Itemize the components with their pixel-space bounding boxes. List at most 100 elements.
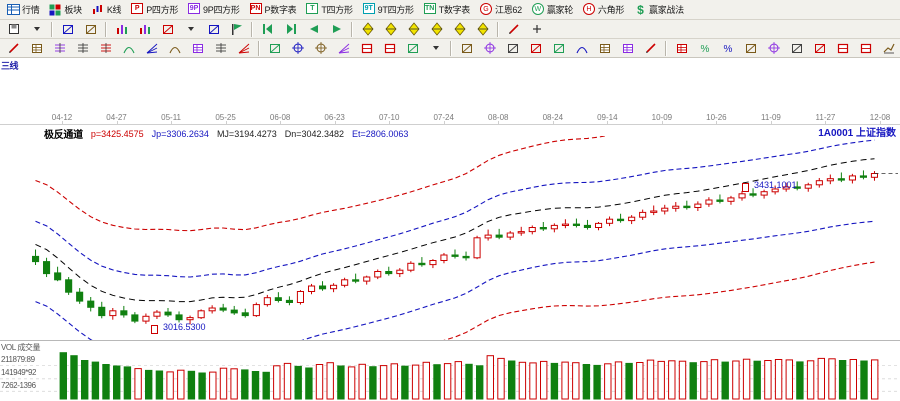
bracket-icon[interactable] — [456, 39, 477, 57]
dropdown-arrow2-icon[interactable] — [180, 20, 201, 38]
zoom-diamond3-icon[interactable] — [403, 20, 424, 38]
wave-icon[interactable] — [571, 39, 592, 57]
box2-red-icon[interactable] — [379, 39, 400, 57]
yellow-box-icon[interactable] — [855, 39, 876, 57]
gann-grid-icon[interactable] — [187, 39, 208, 57]
curve-icon[interactable] — [118, 39, 139, 57]
lock-icon[interactable] — [525, 39, 546, 57]
p9-square-button[interactable]: 9P 9P四方形 — [184, 0, 244, 19]
t9-square-button[interactable]: 9T 9T四方形 — [359, 0, 418, 19]
date-tick: 04-12 — [51, 113, 73, 122]
table-icon[interactable] — [594, 39, 615, 57]
multi-chart-icon[interactable] — [57, 20, 78, 38]
prev-page-icon[interactable] — [303, 20, 324, 38]
volume-bar — [721, 361, 729, 400]
p-table-button[interactable]: PN P数字表 — [246, 0, 301, 19]
arrow-line-icon[interactable] — [425, 39, 446, 57]
date-axis: 04-12 04-27 05-11 05-25 06-08 06-23 07-10 07-24… — [0, 113, 900, 125]
network-icon[interactable] — [203, 20, 224, 38]
asterisk-icon[interactable] — [310, 39, 331, 57]
volume-scale-label: 141949*92 — [1, 368, 37, 377]
zoom-diamond4-icon[interactable] — [426, 20, 447, 38]
zoom-diamond2-icon[interactable] — [380, 20, 401, 38]
first-page-icon[interactable] — [257, 20, 278, 38]
zoom-diamond1-icon[interactable] — [357, 20, 378, 38]
flag-icon[interactable] — [226, 20, 247, 38]
price-pane[interactable]: 3431.1001 3016.5300 — [0, 136, 900, 394]
bar-up-icon[interactable] — [111, 20, 132, 38]
t-square-button[interactable]: T T四方形 — [302, 0, 356, 19]
date-tick: 05-11 — [161, 113, 181, 122]
percent-red-icon[interactable]: % — [694, 39, 715, 57]
t-table-button[interactable]: TN T数字表 — [420, 0, 474, 19]
dropdown-arrow-icon[interactable] — [26, 20, 47, 38]
eraser-icon[interactable] — [548, 39, 569, 57]
sector-button[interactable]: 板块 — [45, 0, 85, 19]
red-box-icon[interactable] — [832, 39, 853, 57]
candlestick — [462, 251, 470, 261]
zoom-diamond5-icon[interactable] — [449, 20, 470, 38]
plus-icon[interactable] — [526, 20, 547, 38]
fib-down-icon[interactable] — [72, 39, 93, 57]
volume-bar — [166, 371, 174, 400]
toolbar-separator — [497, 21, 499, 37]
price-marker-label: 3431.1001 — [754, 180, 797, 190]
winner-strategy-button[interactable]: $ 赢家战法 — [630, 0, 688, 19]
indicator-param-4: Et=2806.0063 — [352, 128, 409, 139]
next-page-icon[interactable] — [326, 20, 347, 38]
date-tick-mark — [116, 121, 118, 124]
volume-bar — [411, 364, 420, 400]
kline-button[interactable]: K线 — [88, 0, 125, 19]
magnet-icon[interactable] — [809, 39, 830, 57]
sector-button-label: 板块 — [64, 5, 82, 15]
fib-up-icon[interactable] — [49, 39, 70, 57]
three-line-tab[interactable]: 三线 — [1, 60, 19, 71]
t9-square-button-label: 9T四方形 — [377, 5, 414, 15]
speed-lines-icon[interactable] — [210, 39, 231, 57]
star-icon[interactable] — [287, 39, 308, 57]
volume-bar — [102, 364, 110, 400]
main-toolbar: 行情 板块 K线 P P四方形 9P 9P四方形 PN P数字表 T T四方形 9T 9T四方形 TN T数… — [0, 0, 900, 20]
list2-icon[interactable] — [671, 39, 692, 57]
glasses-icon[interactable] — [264, 39, 285, 57]
date-tick: 04-27 — [106, 113, 127, 122]
mid-band-line — [35, 158, 875, 303]
channel-icon[interactable] — [95, 39, 116, 57]
save-icon[interactable] — [3, 20, 24, 38]
split-left-icon[interactable] — [80, 20, 101, 38]
draw-tool-icon[interactable] — [503, 20, 524, 38]
volume-bar — [657, 360, 665, 400]
zoom-diamond6-icon[interactable] — [472, 20, 493, 38]
wintrack-button[interactable]: W 赢家轮 — [528, 0, 577, 19]
edit-icon[interactable] — [640, 39, 661, 57]
trend-up-icon[interactable] — [878, 39, 899, 57]
volume-pane[interactable]: VOL 成交量 211879:89 141949*92 7262-1396 — [0, 340, 900, 401]
align-icon[interactable] — [740, 39, 761, 57]
percent-icon[interactable]: % — [717, 39, 738, 57]
circle-win-icon: W — [531, 3, 545, 16]
list-icon[interactable] — [617, 39, 638, 57]
angle-icon[interactable] — [233, 39, 254, 57]
camera-icon[interactable] — [502, 39, 523, 57]
target-icon[interactable] — [763, 39, 784, 57]
bar-down-icon[interactable] — [134, 20, 155, 38]
volume-bar — [454, 361, 463, 400]
sun-icon[interactable] — [479, 39, 500, 57]
box-red-icon[interactable] — [356, 39, 377, 57]
scale-icon[interactable] — [786, 39, 807, 57]
cursor-cross-icon[interactable] — [157, 20, 178, 38]
last-page-icon[interactable] — [280, 20, 301, 38]
volume-bar — [433, 364, 441, 400]
p-square-button[interactable]: P P四方形 — [127, 0, 182, 19]
pen-icon[interactable] — [3, 39, 24, 57]
jiangenbo-button[interactable]: G 江恩62 — [476, 0, 526, 19]
grid-lines-icon[interactable] — [26, 39, 47, 57]
quote-button[interactable]: 行情 — [3, 0, 43, 19]
date-tick: 09-14 — [597, 113, 618, 122]
arc-icon[interactable] — [164, 39, 185, 57]
abacus-icon[interactable] — [402, 39, 423, 57]
price-chart-svg — [32, 136, 898, 394]
ray-icon[interactable] — [333, 39, 354, 57]
fan-icon[interactable] — [141, 39, 162, 57]
hexagon-button[interactable]: H 六角形 — [579, 0, 628, 19]
